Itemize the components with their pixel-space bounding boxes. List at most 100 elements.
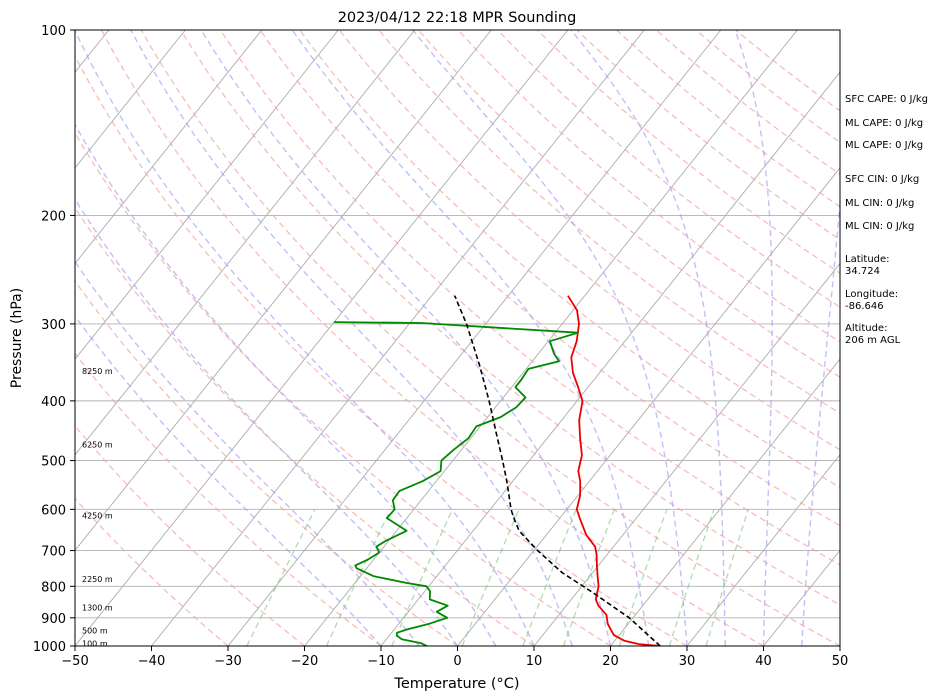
dry-adiabat — [497, 30, 840, 308]
isotherm-line — [75, 30, 492, 552]
dry-adiabat — [75, 497, 229, 646]
mixing-ratio-line — [246, 509, 316, 646]
moist-adiabats — [75, 30, 840, 646]
mixing-ratio-line — [325, 509, 392, 646]
moist-adiabat — [291, 30, 650, 646]
altitude-value: 206 m AGL — [845, 335, 901, 346]
temperature-line — [567, 295, 661, 646]
mixing-ratio-line — [618, 509, 668, 646]
x-tick-label: −50 — [61, 654, 88, 669]
moist-adiabat — [130, 30, 573, 646]
mixing-ratio-line — [668, 509, 715, 646]
isotherm-line — [151, 30, 645, 646]
x-tick-label: −20 — [291, 654, 318, 669]
altitude-label: Altitude: — [845, 323, 887, 334]
isotherm-line — [75, 30, 186, 169]
longitude-label: Longitude: — [845, 289, 898, 300]
dry-adiabat — [75, 352, 382, 646]
x-tick-label: 30 — [679, 654, 696, 669]
mixing-ratio-line — [562, 509, 616, 646]
latitude-value: 34.724 — [845, 266, 880, 277]
ml-cin-text-2: ML CIN: 0 J/kg — [845, 221, 914, 232]
y-tick-label: 100 — [41, 24, 66, 39]
x-axis-label: Temperature (°C) — [393, 676, 519, 692]
dry-adiabat — [378, 30, 840, 414]
y-tick-label: 700 — [41, 545, 66, 560]
dry-adiabat — [457, 30, 840, 343]
indices-panel: SFC CAPE: 0 J/kg ML CAPE: 0 J/kg ML CAPE… — [845, 94, 928, 346]
y-axis-label: Pressure (hPa) — [9, 288, 25, 388]
mixing-ratio-line — [705, 509, 750, 646]
dry-adiabat — [299, 30, 840, 489]
dry-adiabat — [75, 54, 688, 646]
dry-adiabat — [338, 30, 840, 451]
sounding-traces — [334, 295, 661, 646]
dry-adiabat — [655, 30, 840, 176]
dry-adiabat — [180, 30, 840, 606]
skewed-isotherms — [75, 30, 840, 646]
y-tick-label: 900 — [41, 612, 66, 627]
height-label: 8250 m — [82, 367, 113, 376]
latitude-label: Latitude: — [845, 254, 890, 265]
parcel-line — [453, 295, 661, 646]
moist-adiabat — [75, 260, 420, 646]
mixing-ratio-line — [461, 509, 520, 646]
dry-adiabat — [75, 206, 535, 646]
y-axis-ticks: 1000 900 800 700 600 500 400 300 200 100 — [33, 24, 75, 655]
dry-adiabat — [100, 30, 764, 646]
dry-adiabat — [695, 30, 840, 144]
y-tick-label: 600 — [41, 503, 66, 518]
y-tick-label: 1000 — [33, 640, 66, 655]
isotherm-line — [227, 30, 722, 646]
y-tick-label: 800 — [41, 580, 66, 595]
ml-cape-text: ML CAPE: 0 J/kg — [845, 118, 923, 129]
height-label: 6250 m — [82, 441, 113, 450]
isotherm-line — [457, 167, 840, 646]
height-label: 1300 m — [82, 604, 113, 613]
sfc-cape-text: SFC CAPE: 0 J/kg — [845, 94, 928, 105]
moist-adiabat — [801, 195, 840, 646]
isotherm-line — [610, 358, 840, 646]
longitude-value: -86.646 — [845, 301, 884, 312]
moist-adiabat — [570, 30, 726, 646]
moist-adiabat — [200, 30, 612, 646]
dewpoint-line — [334, 321, 579, 646]
dry-adiabat — [418, 30, 840, 378]
isotherm-line — [75, 30, 263, 265]
moist-adiabat — [75, 123, 497, 646]
moist-adiabat — [734, 30, 773, 646]
isotherm-line — [75, 30, 569, 646]
mixing-ratio-line — [522, 509, 577, 646]
ml-cape-text-2: ML CAPE: 0 J/kg — [845, 140, 923, 151]
height-label: 100 m — [82, 639, 108, 648]
x-tick-label: 50 — [832, 654, 849, 669]
x-tick-label: −30 — [214, 654, 241, 669]
height-label: 4250 m — [82, 512, 113, 521]
x-tick-label: 10 — [526, 654, 543, 669]
isotherm-line — [686, 454, 840, 646]
isotherm-line — [75, 30, 416, 456]
ml-cin-text: ML CIN: 0 J/kg — [845, 198, 914, 209]
height-label: 2250 m — [82, 575, 113, 584]
y-tick-label: 500 — [41, 455, 66, 470]
x-axis-ticks: −50 −40 −30 −20 −10 0 10 20 30 40 50 — [61, 646, 848, 669]
height-labels: 100 m 500 m 1300 m 2250 m 4250 m 6250 m 8250 m — [82, 367, 113, 648]
isotherm-line — [304, 30, 798, 646]
mixing-ratio-lines — [246, 509, 750, 646]
y-tick-label: 200 — [41, 209, 66, 224]
x-tick-label: 0 — [453, 654, 461, 669]
height-label: 500 m — [82, 627, 108, 636]
y-tick-label: 300 — [41, 318, 66, 333]
x-tick-label: 20 — [602, 654, 619, 669]
isotherm-line — [380, 71, 840, 646]
moist-adiabat — [75, 314, 382, 646]
x-tick-label: −10 — [367, 654, 394, 669]
sfc-cin-text: SFC CIN: 0 J/kg — [845, 174, 919, 185]
moist-adiabat — [75, 30, 535, 646]
moist-adiabat — [75, 197, 459, 646]
dry-adiabat — [140, 30, 840, 646]
chart-title: 2023/04/12 22:18 MPR Sounding — [338, 10, 577, 26]
x-tick-label: 40 — [755, 654, 772, 669]
isotherm-line — [533, 262, 840, 646]
mixing-ratio-line — [391, 509, 453, 646]
